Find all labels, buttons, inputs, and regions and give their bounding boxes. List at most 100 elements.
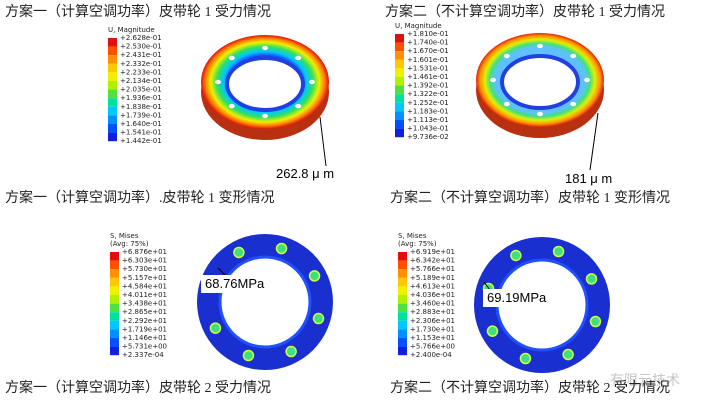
legend-label: +1.730e+01	[410, 325, 455, 333]
bolt-hole	[570, 53, 577, 59]
legend-swatch	[395, 68, 404, 77]
annotation: 181 μ m	[565, 171, 612, 186]
legend-label: +1.153e+01	[410, 334, 455, 342]
legend-label: +2.431e-01	[120, 51, 162, 59]
legend-label: +9.736e-02	[407, 133, 449, 141]
legend-label: +1.740e-01	[407, 39, 449, 47]
legend-label: +1.461e-01	[407, 73, 449, 81]
annotation: 68.76MPa	[205, 276, 265, 291]
legend-swatch	[108, 55, 117, 64]
legend-label: +1.392e-01	[407, 82, 449, 90]
legend-label: +1.183e-01	[407, 107, 449, 115]
legend-label: +2.292e+01	[122, 317, 167, 325]
legend-swatch	[108, 89, 117, 99]
bolt-spot	[589, 315, 602, 328]
legend-label: +2.883e+01	[410, 308, 455, 316]
legend-label: +6.342e+01	[410, 257, 455, 265]
legend-label: +4.584e+01	[122, 282, 167, 290]
annotation-box	[483, 289, 555, 307]
bolt-spot	[275, 242, 288, 255]
legend-title: U, Magnitude	[108, 26, 155, 34]
legend-label: +5.730e+01	[122, 265, 167, 273]
legend-swatch	[108, 132, 117, 142]
legend-label: +1.670e-01	[407, 47, 449, 55]
panel: U, Magnitude+2.628e-01+2.530e-01+2.431e-…	[5, 26, 334, 206]
legend-subtitle: (Avg: 75%)	[398, 240, 437, 248]
legend-label: +3.460e+01	[410, 300, 455, 308]
legend-swatch	[108, 63, 117, 73]
legend-swatch	[395, 94, 404, 103]
bolt-hole	[228, 55, 235, 61]
legend-swatch	[398, 312, 407, 321]
leader-line	[217, 267, 227, 277]
legend-swatch	[398, 252, 407, 261]
bolt-spot	[242, 349, 255, 362]
legend-swatch	[110, 260, 119, 270]
legend-label: +1.640e-01	[120, 120, 162, 128]
ring-hole	[500, 54, 580, 110]
legend-swatch	[398, 338, 407, 347]
legend-swatch	[108, 98, 117, 107]
legend-swatch	[398, 329, 407, 338]
legend-swatch	[395, 77, 404, 86]
bolt-spot	[519, 352, 532, 365]
bolt-spot	[209, 322, 222, 334]
legend-swatch	[110, 303, 119, 313]
panel: S, Mises(Avg: 75%)+6.876e+01+6.303e+01+5…	[5, 232, 333, 396]
legend-swatch	[108, 115, 117, 124]
caption: 方案一（计算空调功率）.皮带轮 1 变形情况	[5, 189, 275, 206]
legend-label: +6.876e+01	[122, 248, 167, 256]
legend-swatch	[395, 111, 404, 120]
bolt-spot	[285, 345, 297, 358]
panel: U, Magnitude+1.810e-01+1.740e-01+1.670e-…	[390, 22, 670, 206]
bolt-hole	[295, 103, 302, 109]
legend-swatch	[395, 102, 404, 112]
panel: S, Mises(Avg: 75%)+6.919e+01+6.342e+01+5…	[390, 232, 670, 396]
legend-swatch	[398, 286, 407, 295]
legend-swatch	[110, 295, 119, 304]
caption: 方案一（计算空调功率）皮带轮 2 受力情况	[5, 379, 271, 396]
legend-subtitle: (Avg: 75%)	[110, 240, 149, 248]
bolt-spot	[486, 325, 499, 337]
legend-swatch	[110, 338, 119, 347]
legend-label: +4.613e+01	[410, 282, 455, 290]
legend-swatch	[108, 124, 117, 133]
caption: 方案一（计算空调功率）皮带轮 1 受力情况	[5, 3, 271, 20]
legend-swatch	[398, 269, 407, 278]
legend-label: +2.337e-04	[122, 351, 164, 359]
legend-swatch	[398, 303, 407, 313]
legend-label: +6.919e+01	[410, 248, 455, 256]
bolt-hole	[490, 77, 496, 83]
legend-label: +2.134e-01	[120, 77, 162, 85]
bolt-hole	[503, 101, 510, 107]
bolt-spot	[312, 312, 325, 325]
legend-swatch	[395, 42, 404, 52]
ring-hole	[218, 255, 312, 349]
bolt-hole	[309, 79, 315, 85]
legend-label: +2.306e+01	[410, 317, 455, 325]
legend-label: +1.113e-01	[407, 116, 449, 124]
legend-swatch	[398, 260, 407, 270]
legend-label: +6.303e+01	[122, 257, 167, 265]
legend-label: +2.400e-04	[410, 351, 452, 359]
bolt-spot	[562, 348, 574, 361]
legend-label: +1.043e-01	[407, 125, 449, 133]
legend-swatch	[398, 346, 407, 356]
legend-label: +2.332e-01	[120, 60, 162, 68]
legend-title: U, Magnitude	[395, 22, 442, 30]
legend-label: +5.766e+00	[410, 343, 455, 351]
bolt-spot	[233, 246, 245, 259]
annotation: 262.8 μ m	[276, 166, 334, 181]
legend-swatch	[108, 81, 117, 90]
legend-swatch	[110, 269, 119, 278]
legend-label: +5.189e+01	[410, 274, 455, 282]
annotation: 69.19MPa	[487, 290, 547, 305]
bolt-hole	[262, 45, 268, 51]
legend-swatch	[395, 128, 404, 138]
leader-line	[589, 112, 599, 171]
ring-hole	[225, 56, 305, 112]
legend-label: +4.036e+01	[410, 291, 455, 299]
legend-label: +1.252e-01	[407, 99, 449, 107]
bolt-hole	[228, 103, 235, 109]
legend-swatch	[108, 106, 117, 116]
